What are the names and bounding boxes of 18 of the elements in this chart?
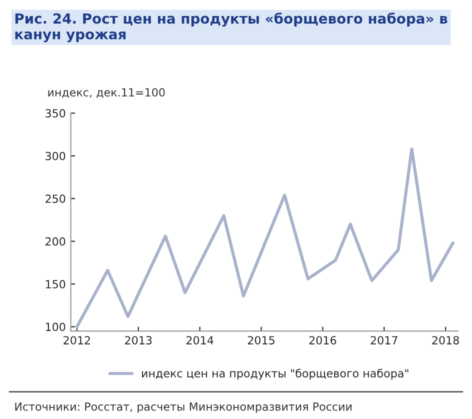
chart-title: Рис. 24. Рост цен на продукты «борщевого набора» в канун урожая bbox=[15, 12, 448, 42]
y-tick-label: 300 bbox=[46, 152, 66, 160]
legend-label: индекс цен на продукты "борщевого набора" bbox=[142, 368, 408, 380]
x-tick-label: 2013 bbox=[125, 336, 152, 344]
x-tick-label: 2016 bbox=[309, 336, 336, 344]
y-tick-label: 200 bbox=[46, 237, 66, 246]
x-tick-label: 2014 bbox=[186, 336, 214, 344]
y-tick-label: 150 bbox=[46, 280, 66, 288]
x-tick-label: 2017 bbox=[370, 336, 398, 344]
text: Источники: Росстат, расчеты Минэкономразвития России bbox=[15, 402, 352, 413]
x-tick-label: 2018 bbox=[432, 336, 459, 344]
x-tick-label: 2015 bbox=[248, 336, 274, 344]
y-axis-title: индекс, дек.11=100 bbox=[48, 88, 165, 98]
y-tick-label: 350 bbox=[46, 109, 66, 118]
y-tick-label: 100 bbox=[46, 322, 66, 332]
line-series bbox=[75, 147, 454, 328]
y-tick-label: 250 bbox=[46, 194, 66, 203]
x-tick-label: 2012 bbox=[64, 336, 90, 344]
